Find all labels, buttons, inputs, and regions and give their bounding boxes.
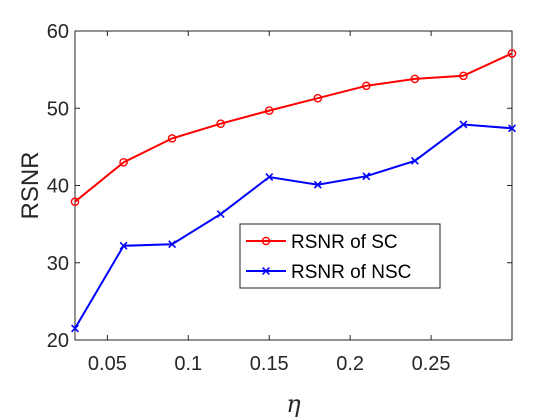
circle-marker (313, 93, 323, 103)
x-marker (216, 210, 225, 219)
circle-marker (362, 81, 371, 91)
x-tick-label: 0.15 (250, 353, 289, 375)
x-marker (265, 173, 274, 181)
x-marker-stroke (313, 180, 322, 189)
circle-marker (167, 134, 177, 143)
x-marker (459, 120, 468, 129)
series-layer (70, 49, 517, 333)
circle-marker (410, 74, 420, 84)
y-tick-label: 60 (47, 21, 69, 43)
x-marker-stroke (262, 267, 270, 275)
series-line (74, 123, 513, 329)
x-marker-stroke (459, 120, 468, 129)
y-tick-label: 50 (47, 98, 69, 120)
x-marker (362, 172, 371, 181)
x-marker-stroke (216, 210, 225, 219)
x-marker-stroke (71, 324, 79, 333)
series-line (74, 52, 513, 203)
legend-entry: RSNR of NSC (246, 262, 411, 283)
x-tick-label: 0.05 (88, 353, 127, 375)
x-marker-stroke (410, 156, 419, 165)
series-rsnr-of-nsc (71, 120, 516, 333)
x-axis-title: η (286, 390, 301, 418)
axis-ticks: 0.05 0.1 0.15 0.2 0.25 20 30 40 50 60 (47, 21, 512, 375)
circle-marker (216, 119, 225, 128)
legend: RSNR of SC RSNR of NSC (239, 223, 441, 289)
legend-label: RSNR of SC (291, 232, 398, 253)
x-marker (262, 267, 270, 275)
y-tick-label: 20 (47, 330, 69, 352)
x-tick-label: 0.1 (174, 353, 202, 375)
x-marker-stroke (265, 173, 274, 181)
circle-marker (264, 106, 274, 115)
circle-marker (70, 197, 80, 207)
x-marker (119, 241, 128, 250)
legend-box (239, 223, 441, 289)
y-tick-label: 30 (47, 253, 69, 275)
legend-entry: RSNR of SC (246, 232, 398, 253)
x-marker-stroke (362, 172, 371, 181)
x-marker (71, 324, 79, 333)
legend-label: RSNR of NSC (291, 262, 411, 283)
y-tick-label: 40 (47, 176, 69, 198)
circle-marker (261, 236, 271, 246)
x-marker-stroke (508, 124, 516, 133)
y-axis-title: RSNR (17, 151, 44, 219)
x-tick-label: 0.2 (336, 353, 364, 375)
x-marker (313, 180, 322, 189)
circle-marker (119, 158, 128, 167)
x-marker-stroke (168, 240, 177, 249)
x-marker (410, 156, 419, 165)
x-marker (168, 240, 177, 249)
x-marker (508, 124, 516, 133)
circle-marker (507, 49, 517, 58)
circle-marker (459, 71, 468, 81)
x-tick-label: 0.25 (412, 353, 451, 375)
series-rsnr-of-sc (70, 49, 517, 207)
x-marker-stroke (119, 241, 128, 250)
